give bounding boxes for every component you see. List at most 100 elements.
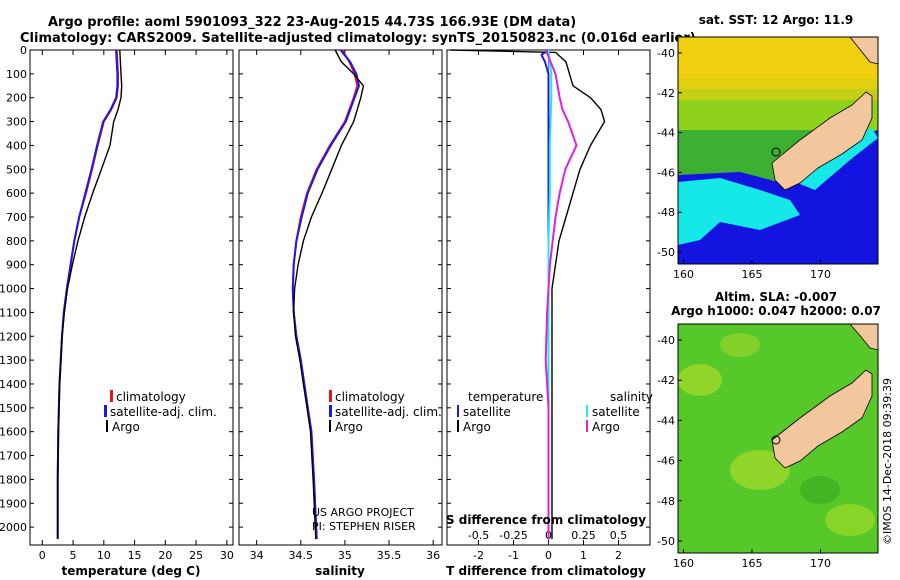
x-tick-label: 35.5 — [377, 549, 402, 562]
series-line-argo — [293, 49, 365, 540]
sst-map — [677, 36, 879, 265]
lat-tick-label: -46 — [657, 455, 675, 468]
x-tick-label: 5 — [70, 549, 77, 562]
depth-tick-label: 1500 — [0, 402, 27, 415]
x-tick-label: -1 — [508, 549, 519, 562]
legend-swatch-temp-argo — [457, 420, 459, 432]
depth-tick-label: 200 — [6, 92, 27, 105]
legend-swatch-climatology — [110, 390, 113, 402]
top-x-tick-label: -0.5 — [468, 529, 489, 542]
sla-map-panel: Altim. SLA: -0.007 Argo h1000: 0.047 h20… — [657, 290, 881, 570]
legend-label-temp-satellite: satellite — [463, 405, 511, 419]
legend-title-salinity: salinity — [610, 390, 653, 404]
imos-timestamp: ©IMOS 14-Dec-2018 09:39:39 — [881, 378, 894, 545]
depth-tick-label: 1700 — [0, 450, 27, 463]
legend-label-satellite: satellite-adj. clim. — [335, 405, 442, 419]
legend-swatch-argo — [329, 420, 331, 432]
x-tick-label: 15 — [128, 549, 142, 562]
depth-tick-label: 1300 — [0, 354, 27, 367]
credit-pi: PI: STEPHEN RISER — [312, 520, 416, 533]
sst-map-title: sat. SST: 12 Argo: 11.9 — [699, 13, 853, 27]
legend-title-temperature: temperature — [468, 390, 543, 404]
x-tick-label: 10 — [97, 549, 111, 562]
depth-tick-label: 600 — [6, 187, 27, 200]
x-tick-label: 1 — [580, 549, 587, 562]
legend-label-climatology: climatology — [335, 390, 405, 404]
depth-tick-label: 1200 — [0, 330, 27, 343]
depth-tick-label: 1900 — [0, 497, 27, 510]
x-tick-label: 25 — [189, 549, 203, 562]
legend-label-argo: Argo — [112, 420, 140, 434]
x-tick-label: 0 — [545, 549, 552, 562]
sst-map-axis-ticks: 160 165 170 -40 -42 -44 -46 -48 -50 — [657, 47, 831, 281]
legend-label-sal-argo: Argo — [592, 420, 620, 434]
depth-tick-label: 1000 — [0, 283, 27, 296]
difference-legend: temperature salinity satellite Argo sate… — [457, 390, 653, 434]
x-tick-label: 34 — [250, 549, 264, 562]
lat-tick-label: -46 — [657, 166, 675, 179]
lon-tick-label: 170 — [810, 268, 831, 281]
depth-tick-label: 2000 — [0, 521, 27, 534]
sla-anomaly-light-3 — [720, 333, 760, 357]
difference-panel: -2 -1 0 1 2-0.5 -0.25 0 0.25 0.5 T difference fr… — [446, 49, 653, 578]
top-x-tick-label: 0.25 — [571, 529, 596, 542]
figure-title-line2: Climatology: CARS2009. Satellite-adjuste… — [20, 31, 696, 46]
temperature-legend: climatology satellite-adj. clim. Argo — [104, 390, 217, 434]
x-tick-label: 36 — [426, 549, 440, 562]
temperature-x-label: temperature (deg C) — [62, 564, 201, 578]
figure-title-line1: Argo profile: aoml 5901093_322 23-Aug-20… — [48, 15, 576, 30]
x-tick-label: 2 — [615, 549, 622, 562]
series-line-temperature-argo — [450, 49, 606, 539]
lat-tick-label: -42 — [657, 87, 675, 100]
salinity-plot-frame — [238, 49, 443, 546]
difference-profile-lines — [450, 49, 606, 545]
lat-tick-label: -44 — [657, 414, 675, 427]
legend-swatch-satellite — [104, 405, 107, 417]
x-tick-label: 30 — [220, 549, 234, 562]
salinity-panel: 34 34.5 35 35.5 36 salinity climatology sate… — [238, 49, 443, 578]
sla-anomaly-dark-1 — [800, 476, 840, 504]
sla-anomaly-light-4 — [825, 504, 875, 536]
x-tick-label: 20 — [158, 549, 172, 562]
depth-tick-label: 700 — [6, 211, 27, 224]
temperature-profile-lines — [56, 49, 123, 539]
depth-tick-label: 1400 — [0, 378, 27, 391]
legend-label-climatology: climatology — [116, 390, 186, 404]
lon-tick-label: 160 — [673, 557, 694, 570]
salinity-legend: climatology satellite-adj. clim. Argo — [329, 390, 442, 434]
salinity-axis-ticks: 34 34.5 35 35.5 36 — [239, 49, 442, 562]
lat-tick-label: -42 — [657, 374, 675, 387]
depth-tick-label: 1100 — [0, 306, 27, 319]
sla-anomaly-light-1 — [678, 364, 722, 396]
series-line-satellite-adj-clim- — [291, 49, 360, 540]
series-line-salinity-argo — [544, 49, 578, 539]
depth-tick-label: 100 — [6, 68, 27, 81]
sla-argo-location-marker — [771, 435, 781, 445]
x-tick-label: 35 — [338, 549, 352, 562]
lat-tick-label: -48 — [657, 495, 675, 508]
series-line-argo — [57, 49, 123, 539]
legend-swatch-climatology — [329, 390, 332, 402]
x-tick-label: 34.5 — [289, 549, 314, 562]
temperature-axis-ticks: 0100200300400500600700800900100011001200… — [0, 44, 234, 562]
depth-tick-label: 500 — [6, 163, 27, 176]
temperature-plot-frame — [29, 49, 234, 546]
difference-x-label: T difference from climatology — [446, 564, 646, 578]
depth-tick-label: 1600 — [0, 426, 27, 439]
top-x-tick-label: 0.5 — [610, 529, 628, 542]
sst-cyan-water — [678, 178, 800, 245]
depth-tick-label: 800 — [6, 235, 27, 248]
sst-land-south-island — [771, 91, 873, 191]
x-tick-label: 0 — [39, 549, 46, 562]
lat-tick-label: -40 — [657, 47, 675, 60]
x-tick-label: -2 — [473, 549, 484, 562]
sla-map-frame — [677, 323, 879, 554]
legend-label-argo: Argo — [335, 420, 363, 434]
lon-tick-label: 165 — [741, 268, 762, 281]
sst-map-panel: sat. SST: 12 Argo: 11.9 160 165 170 -40 -42 -… — [657, 13, 879, 281]
legend-label-sal-satellite: satellite — [592, 405, 640, 419]
sla-map — [677, 323, 879, 554]
lon-tick-label: 170 — [810, 557, 831, 570]
legend-label-satellite: satellite-adj. clim. — [110, 405, 217, 419]
